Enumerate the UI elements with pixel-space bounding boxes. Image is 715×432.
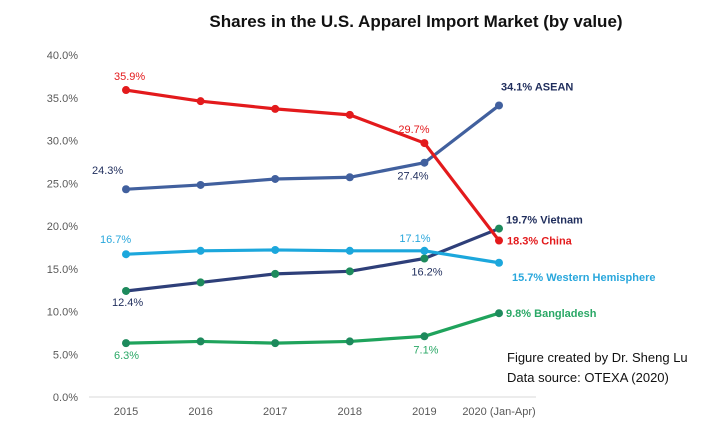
data-point-vietnam [271,269,280,278]
series-end-label: 19.7% Vietnam [506,215,583,227]
y-axis: 0.0% 5.0% 10.0% 15.0% 20.0% 25.0% 30.0% 35.0% 40… [47,50,78,404]
series-line-bangladesh [124,311,501,345]
data-point-vietnam [420,254,429,263]
series-end-label: 34.1% ASEAN [501,81,573,93]
series-end-label: 9.8% Bangladesh [506,308,597,320]
series-western-hemisphere [122,245,503,267]
x-tick-label: 2016 [188,406,212,418]
y-tick-label: 25.0% [47,178,78,190]
y-tick-label: 30.0% [47,136,78,148]
series-asean [122,101,503,194]
data-point-western-hemisphere [495,258,503,267]
series-line-western-hemisphere [124,248,501,265]
data-point-vietnam [196,278,205,287]
x-tick-label: 2017 [263,406,287,418]
data-point-asean [420,158,429,167]
data-label: 7.1% [413,344,438,356]
data-point-asean [345,173,354,182]
data-point-china [420,139,429,148]
data-label: 24.3% [92,165,123,177]
series-china [122,86,503,245]
series-layer [122,86,503,348]
y-tick-label: 20.0% [47,221,78,233]
credit-annotation: Figure created by Dr. Sheng Lu [507,350,688,365]
data-point-china [345,110,354,119]
data-label: 17.1% [399,233,430,245]
data-point-asean [122,185,130,194]
series-line-vietnam [124,226,501,293]
x-tick-label: 2020 (Jan-Apr) [462,406,535,418]
data-point-vietnam [495,224,503,233]
series-vietnam [122,224,503,295]
data-point-western-hemisphere [196,246,205,255]
series-line-asean [124,103,501,191]
series-end-label: 18.3% China [507,236,573,248]
data-point-vietnam [122,286,130,295]
data-point-bangladesh [122,339,130,348]
data-point-bangladesh [345,337,354,346]
series-bangladesh [122,309,503,348]
data-point-bangladesh [420,332,429,341]
data-point-china [495,236,503,245]
x-tick-label: 2019 [412,406,436,418]
x-tick-label: 2018 [338,406,362,418]
series-line-china [124,88,501,243]
data-point-western-hemisphere [122,250,130,259]
data-point-western-hemisphere [345,246,354,255]
data-point-bangladesh [495,309,503,318]
data-point-western-hemisphere [271,245,280,254]
data-label: 6.3% [114,350,139,362]
data-point-asean [495,101,503,110]
data-labels: 6.3% 7.1% 9.8% Bangladesh 12.4% 16.2% 19.7% V… [92,71,655,362]
data-point-bangladesh [271,339,280,348]
y-tick-label: 15.0% [47,264,78,276]
chart-title: Shares in the U.S. Apparel Import Market… [209,12,622,31]
data-label: 16.2% [411,266,442,278]
data-point-vietnam [345,267,354,276]
data-point-china [122,86,130,95]
data-point-western-hemisphere [420,246,429,255]
y-tick-label: 5.0% [53,349,78,361]
source-annotation: Data source: OTEXA (2020) [507,370,669,385]
y-tick-label: 0.0% [53,392,78,404]
y-tick-label: 10.0% [47,307,78,319]
data-label: 16.7% [100,234,131,246]
data-label: 29.7% [398,124,429,136]
data-point-asean [271,174,280,183]
data-point-china [271,104,280,113]
series-end-label: 15.7% Western Hemisphere [512,272,655,284]
y-tick-label: 40.0% [47,50,78,62]
x-axis: 2015 2016 2017 2018 2019 2020 (Jan-Apr) [114,406,536,418]
data-point-china [196,97,205,106]
y-tick-label: 35.0% [47,93,78,105]
data-point-bangladesh [196,337,205,346]
data-label: 35.9% [114,71,145,83]
data-label: 27.4% [397,171,428,183]
data-point-asean [196,180,205,189]
x-tick-label: 2015 [114,406,138,418]
data-label: 12.4% [112,297,143,309]
